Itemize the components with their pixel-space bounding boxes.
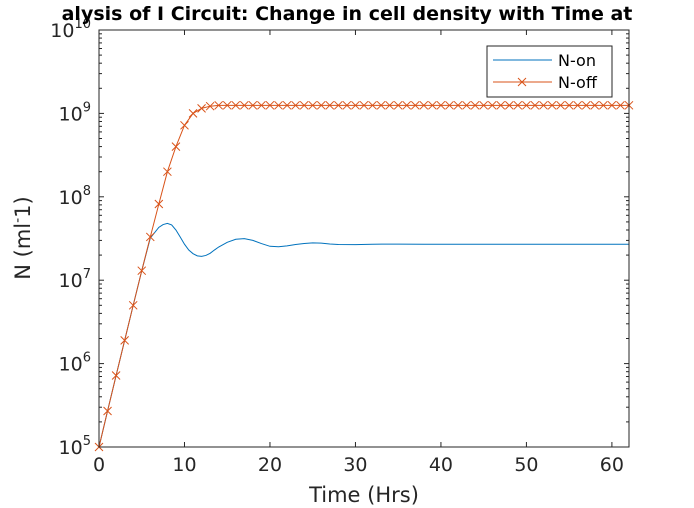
data-point-n-off: [530, 100, 540, 110]
data-point-n-off: [291, 100, 300, 110]
x-tick-label: 20: [258, 454, 282, 476]
x-tick-label: 30: [343, 454, 367, 476]
legend-marker-n-off: [517, 77, 527, 87]
data-point-n-off: [342, 100, 352, 110]
y-axis-label-exp: -: [10, 218, 26, 223]
data-point-n-off: [171, 142, 181, 151]
y-tick-label: 108: [59, 184, 91, 209]
data-point-n-off: [470, 100, 480, 110]
y-axis-label-rest: 1): [11, 196, 35, 218]
data-point-n-off: [539, 100, 548, 110]
data-point-n-off: [282, 100, 292, 110]
legend: N-on N-off: [486, 45, 613, 98]
x-axis-label: Time (Hrs): [308, 483, 419, 507]
data-point-n-off: [359, 100, 369, 110]
data-point-n-off: [445, 100, 454, 110]
data-point-n-off: [299, 100, 309, 110]
data-point-n-off: [479, 100, 489, 110]
x-tick-label: 40: [429, 454, 453, 476]
y-tick-label: 1010: [50, 17, 91, 42]
data-point-n-off: [522, 100, 531, 110]
data-point-n-off: [205, 101, 215, 111]
data-point-n-off: [487, 100, 497, 110]
y-axis-label: N (ml-1): [10, 196, 35, 280]
data-point-n-off: [385, 100, 394, 110]
x-tick-label: 60: [600, 454, 624, 476]
data-point-n-off: [547, 100, 557, 110]
y-axis-label-base: N (ml: [11, 223, 35, 280]
data-point-n-off: [410, 100, 420, 110]
data-point-n-off: [453, 100, 463, 110]
ticks-layer: 0 10 20 30 40 50 60 105 106 107 108 109 1010: [50, 17, 629, 476]
data-point-n-off: [188, 109, 198, 118]
data-point-n-off: [265, 100, 275, 110]
data-point-n-off: [564, 100, 574, 110]
legend-label-n-on: N-on: [558, 51, 596, 70]
y-tick-label: 106: [59, 351, 91, 376]
data-point-n-off: [308, 100, 318, 110]
series-line-n-on: [98, 222, 629, 448]
data-point-n-off: [274, 100, 283, 110]
data-point-n-off: [325, 100, 335, 110]
data-point-n-off: [137, 266, 147, 276]
data-point-n-off: [120, 335, 129, 345]
data-point-n-off: [154, 199, 164, 209]
data-point-n-off: [599, 100, 608, 110]
data-point-n-off: [504, 100, 514, 110]
data-point-n-off: [368, 100, 377, 110]
data-point-n-off: [607, 100, 617, 110]
data-point-n-off: [351, 100, 360, 110]
data-point-n-off: [163, 167, 172, 177]
data-point-n-off: [496, 100, 506, 110]
data-point-n-off: [222, 100, 232, 110]
x-tick-label: 50: [514, 454, 538, 476]
data-point-n-off: [513, 100, 523, 110]
chart-title: alysis of I Circuit: Change in cell dens…: [62, 3, 633, 25]
data-point-n-off: [257, 100, 266, 110]
x-tick-label: 0: [93, 454, 105, 476]
data-point-n-off: [103, 406, 112, 416]
data-point-n-off: [145, 232, 155, 242]
data-point-n-off: [462, 100, 471, 110]
legend-box: [486, 45, 613, 98]
plot-area: [99, 30, 629, 447]
legend-label-n-off: N-off: [558, 73, 598, 92]
data-point-n-off: [111, 371, 121, 380]
data-point-n-off: [128, 300, 138, 310]
data-point-n-off: [197, 103, 206, 113]
y-tick-label: 107: [59, 267, 91, 292]
data-point-n-off: [402, 100, 412, 110]
data-point-n-off: [573, 100, 583, 110]
y-tick-label: 109: [59, 100, 91, 125]
data-point-n-off: [393, 100, 403, 110]
data-point-n-off: [214, 100, 224, 110]
series-layer: [94, 100, 634, 452]
data-point-n-off: [180, 120, 189, 130]
data-point-n-off: [581, 100, 591, 110]
axes-box: [98, 29, 630, 448]
legend-x-marker: [517, 77, 527, 87]
data-point-n-off: [436, 100, 446, 110]
x-tick-label: 10: [172, 454, 196, 476]
y-tick-label: 105: [59, 434, 91, 459]
data-point-n-off: [556, 100, 565, 110]
data-point-n-off: [316, 100, 326, 110]
data-point-n-off: [334, 100, 343, 110]
data-point-n-off: [239, 100, 249, 110]
data-point-n-off: [616, 100, 625, 110]
data-point-n-off: [248, 100, 258, 110]
data-point-n-off: [590, 100, 600, 110]
data-point-n-off: [231, 100, 241, 110]
data-point-n-off: [419, 100, 429, 110]
data-point-n-off: [428, 100, 437, 110]
data-point-n-off: [376, 100, 386, 110]
